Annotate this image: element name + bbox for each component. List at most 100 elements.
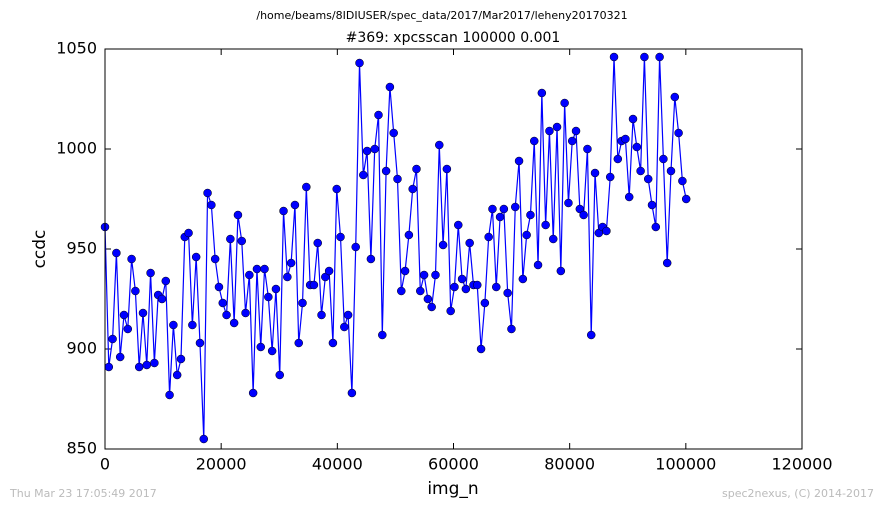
data-point <box>560 98 569 108</box>
data-point <box>628 114 638 124</box>
data-point <box>416 286 425 296</box>
x-axis-label: img_n <box>427 479 478 499</box>
x-tick-label: 20000 <box>196 455 247 474</box>
data-point <box>567 136 577 146</box>
x-tick-label: 80000 <box>544 455 595 474</box>
y-tick-label: 1050 <box>56 39 97 58</box>
data-point <box>397 286 406 296</box>
data-point <box>127 254 136 264</box>
data-point <box>438 240 448 250</box>
data-point <box>252 264 262 274</box>
y-axis-label: ccdc <box>30 230 50 269</box>
data-point <box>317 310 326 320</box>
data-point <box>518 274 528 284</box>
data-point <box>529 136 539 146</box>
data-point <box>526 210 535 220</box>
data-point <box>659 154 668 164</box>
data-point <box>385 82 395 92</box>
data-point <box>511 202 520 212</box>
data-point <box>461 284 471 294</box>
data-point <box>412 164 421 174</box>
data-point <box>264 292 273 302</box>
data-point <box>123 324 133 334</box>
x-tick-label: 120000 <box>771 455 832 474</box>
data-point <box>271 284 281 294</box>
data-point <box>427 302 436 312</box>
data-point <box>245 270 254 280</box>
plot-frame <box>104 48 803 450</box>
data-point <box>248 388 258 398</box>
x-tick-label: 40000 <box>312 455 363 474</box>
data-point <box>647 200 657 210</box>
data-point <box>207 200 216 210</box>
data-point <box>454 220 463 230</box>
data-point <box>355 58 364 68</box>
data-point <box>488 204 497 214</box>
data-point <box>579 210 588 220</box>
x-tick-label: 100000 <box>655 455 716 474</box>
data-point <box>442 164 452 174</box>
data-point <box>366 254 376 264</box>
data-point <box>336 232 345 242</box>
data-point <box>260 264 269 274</box>
data-point <box>609 52 619 62</box>
data-point <box>640 52 649 62</box>
data-point <box>473 280 482 290</box>
data-point <box>343 310 353 320</box>
data-point <box>590 168 600 178</box>
data-point <box>503 288 512 298</box>
data-point <box>419 270 429 280</box>
data-point <box>457 274 467 284</box>
data-point <box>381 166 391 176</box>
data-point <box>115 352 125 362</box>
data-point <box>537 88 547 98</box>
data-point <box>150 358 159 368</box>
data-point <box>374 110 383 120</box>
data-point <box>362 146 372 156</box>
data-point <box>450 282 459 292</box>
data-point <box>191 252 201 262</box>
data-point <box>552 122 562 132</box>
data-point <box>655 52 664 62</box>
data-point <box>157 294 167 304</box>
data-point <box>184 228 193 238</box>
data-point <box>226 234 235 244</box>
data-point <box>195 338 205 348</box>
data-point <box>533 260 543 270</box>
data-point <box>423 294 433 304</box>
data-point <box>632 142 642 152</box>
data-point <box>188 320 197 330</box>
data-point <box>404 230 414 240</box>
data-point <box>548 234 558 244</box>
chart-title: /home/beams/8IDIUSER/spec_data/2017/Mar2… <box>256 9 627 22</box>
data-point <box>172 370 182 380</box>
data-point <box>199 434 209 444</box>
data-point <box>237 236 247 246</box>
data-point <box>351 242 360 252</box>
data-point <box>112 248 121 258</box>
data-point <box>134 362 144 372</box>
data-point <box>256 342 265 352</box>
data-point <box>662 258 672 268</box>
data-point <box>347 388 357 398</box>
data-point <box>169 320 178 330</box>
data-point <box>161 276 171 286</box>
data-point <box>408 184 417 194</box>
data-point <box>210 254 220 264</box>
data-point <box>165 390 174 400</box>
data-point <box>313 238 322 248</box>
data-point <box>602 226 611 236</box>
data-point <box>571 126 581 136</box>
data-point <box>267 346 277 356</box>
data-point <box>332 184 341 194</box>
data-point <box>298 298 307 308</box>
data-point <box>575 204 585 214</box>
data-point <box>393 174 402 184</box>
data-point <box>666 166 676 176</box>
data-point <box>492 282 501 292</box>
data-point <box>131 286 140 296</box>
data-point <box>176 354 186 364</box>
data-point <box>670 92 680 102</box>
data-point <box>605 172 615 182</box>
data-point <box>522 230 531 240</box>
